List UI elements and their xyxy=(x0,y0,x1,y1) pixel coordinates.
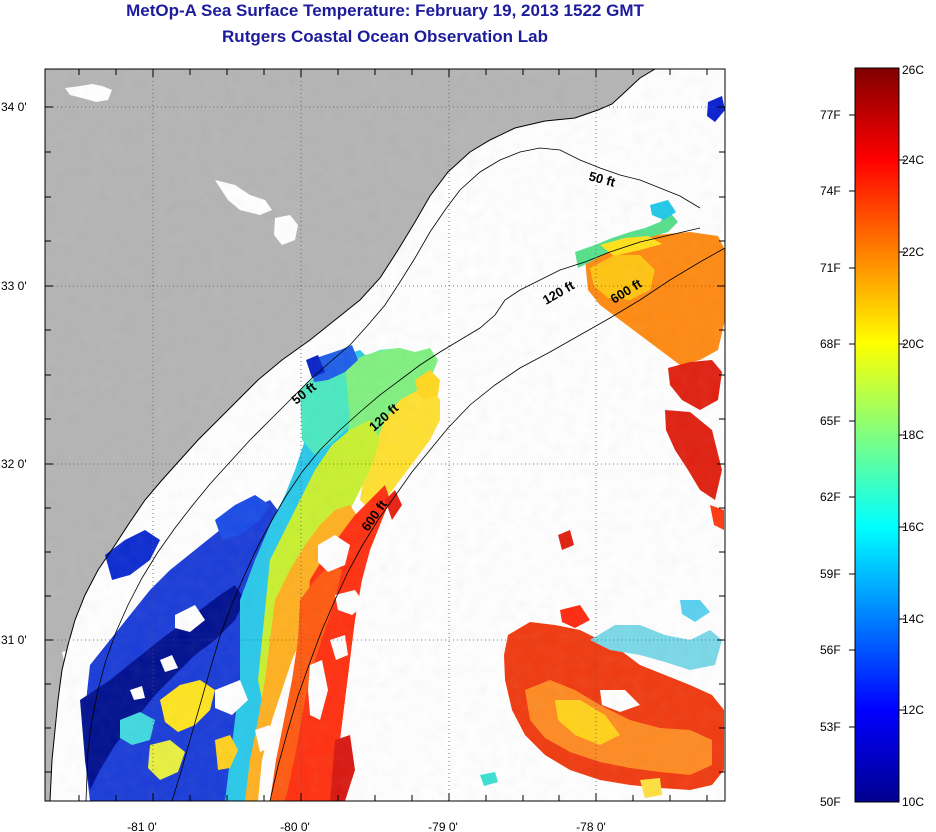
colorbar-c-label-10: 10C xyxy=(902,795,924,809)
lat-label-34: 34 0' xyxy=(1,100,27,114)
map-plot-area xyxy=(45,69,725,801)
lon-label-78: -78 0' xyxy=(576,820,606,832)
lat-label-31: 31 0' xyxy=(1,633,27,647)
colorbar-c-label-12: 12C xyxy=(902,703,924,717)
lat-lon-grid xyxy=(45,69,725,801)
temperature-colorbar: 77F 74F 71F 68F 65F 62F 59F 56F 53F 50F … xyxy=(820,63,924,809)
lat-label-33: 33 0' xyxy=(1,279,27,293)
map-title: MetOp-A Sea Surface Temperature: Februar… xyxy=(126,1,644,20)
colorbar-c-label-22: 22C xyxy=(902,245,924,259)
map-frame xyxy=(44,68,726,802)
colorbar-c-label-20: 20C xyxy=(902,337,924,351)
colorbar-f-label-77: 77F xyxy=(820,108,841,122)
colorbar-c-label-24: 24C xyxy=(902,153,924,167)
colorbar-c-label-14: 14C xyxy=(902,612,924,626)
contour-600ft xyxy=(269,247,725,801)
lon-label-81: -81 0' xyxy=(127,820,157,832)
sst-data-patches xyxy=(45,69,725,801)
colorbar-c-label-16: 16C xyxy=(902,520,924,534)
colorbar-f-label-65: 65F xyxy=(820,414,841,428)
lat-label-32: 32 0' xyxy=(1,457,27,471)
contour-label-50ft-north: 50 ft xyxy=(587,168,617,190)
axis-ticks xyxy=(45,69,725,801)
colorbar-f-label-62: 62F xyxy=(820,490,841,504)
lon-label-80: -80 0' xyxy=(280,820,310,832)
contour-120ft xyxy=(171,227,701,801)
colorbar-c-label-26: 26C xyxy=(902,63,924,77)
lon-label-79: -79 0' xyxy=(428,820,458,832)
colorbar-f-label-68: 68F xyxy=(820,337,841,351)
map-subtitle: Rutgers Coastal Ocean Observation Lab xyxy=(222,27,548,46)
colorbar-f-label-74: 74F xyxy=(820,184,841,198)
colorbar-f-label-59: 59F xyxy=(820,567,841,581)
colorbar-f-label-71: 71F xyxy=(820,261,841,275)
colorbar-f-label-56: 56F xyxy=(820,643,841,657)
coastline xyxy=(49,69,656,801)
contour-50ft xyxy=(85,147,701,801)
colorbar-f-label-53: 53F xyxy=(820,720,841,734)
colorbar-c-label-18: 18C xyxy=(902,428,924,442)
colorbar-f-label-50: 50F xyxy=(820,795,841,809)
